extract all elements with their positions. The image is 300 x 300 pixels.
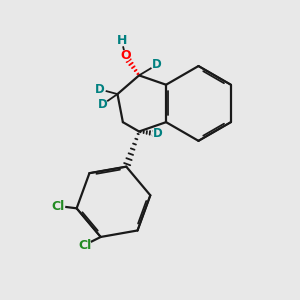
Text: D: D (152, 58, 161, 71)
Circle shape (151, 60, 161, 70)
Circle shape (117, 36, 127, 46)
Text: O: O (120, 49, 130, 62)
Circle shape (52, 200, 64, 212)
Text: Cl: Cl (52, 200, 65, 212)
Text: D: D (95, 83, 105, 96)
Circle shape (152, 129, 163, 139)
Circle shape (95, 84, 105, 94)
Text: Cl: Cl (78, 238, 91, 252)
Circle shape (78, 238, 91, 251)
Circle shape (120, 51, 130, 61)
Text: H: H (117, 34, 127, 47)
Text: D: D (98, 98, 107, 111)
Text: D: D (153, 127, 162, 140)
Circle shape (98, 99, 107, 110)
